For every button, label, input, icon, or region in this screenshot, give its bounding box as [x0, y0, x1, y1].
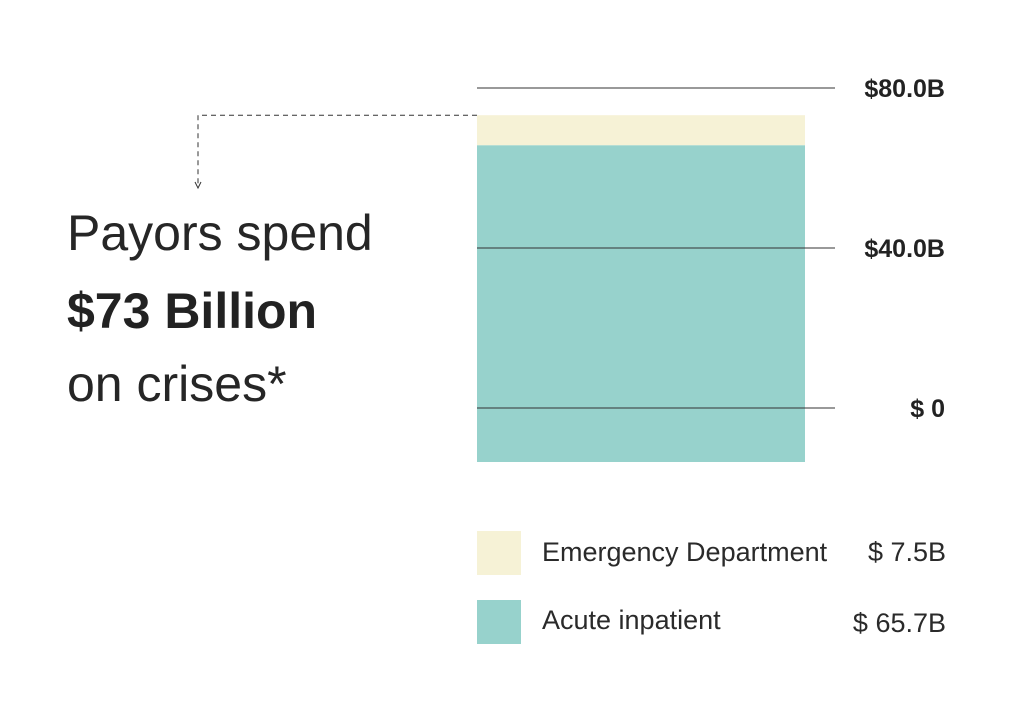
legend-swatch-emergency-department: [477, 531, 521, 575]
legend-value-emergency-department: $ 7.5B: [867, 537, 946, 567]
headline-line-1: Payors spend: [67, 205, 373, 261]
legend-swatch-acute-inpatient: [477, 600, 521, 644]
legend-label-emergency-department: Emergency Department: [542, 537, 828, 567]
bar-segment-emergency-department: [477, 115, 805, 146]
y-tick-label-80: $80.0B: [864, 75, 945, 103]
headline-amount: $73 Billion: [67, 283, 318, 339]
headline-line-3: on crises*: [67, 356, 287, 412]
bar-segment-acute-inpatient: [477, 145, 805, 462]
y-tick-label-0: $ 0: [910, 395, 945, 423]
headline: Payors spend $73 Billion on crises*: [67, 196, 467, 416]
y-tick-label-40: $40.0B: [864, 235, 945, 263]
legend-label-acute-inpatient: Acute inpatient: [542, 605, 721, 635]
legend-value-acute-inpatient: $ 65.7B: [852, 608, 946, 638]
leader-arrowhead: [194, 181, 202, 190]
leader-line: [197, 114, 477, 186]
